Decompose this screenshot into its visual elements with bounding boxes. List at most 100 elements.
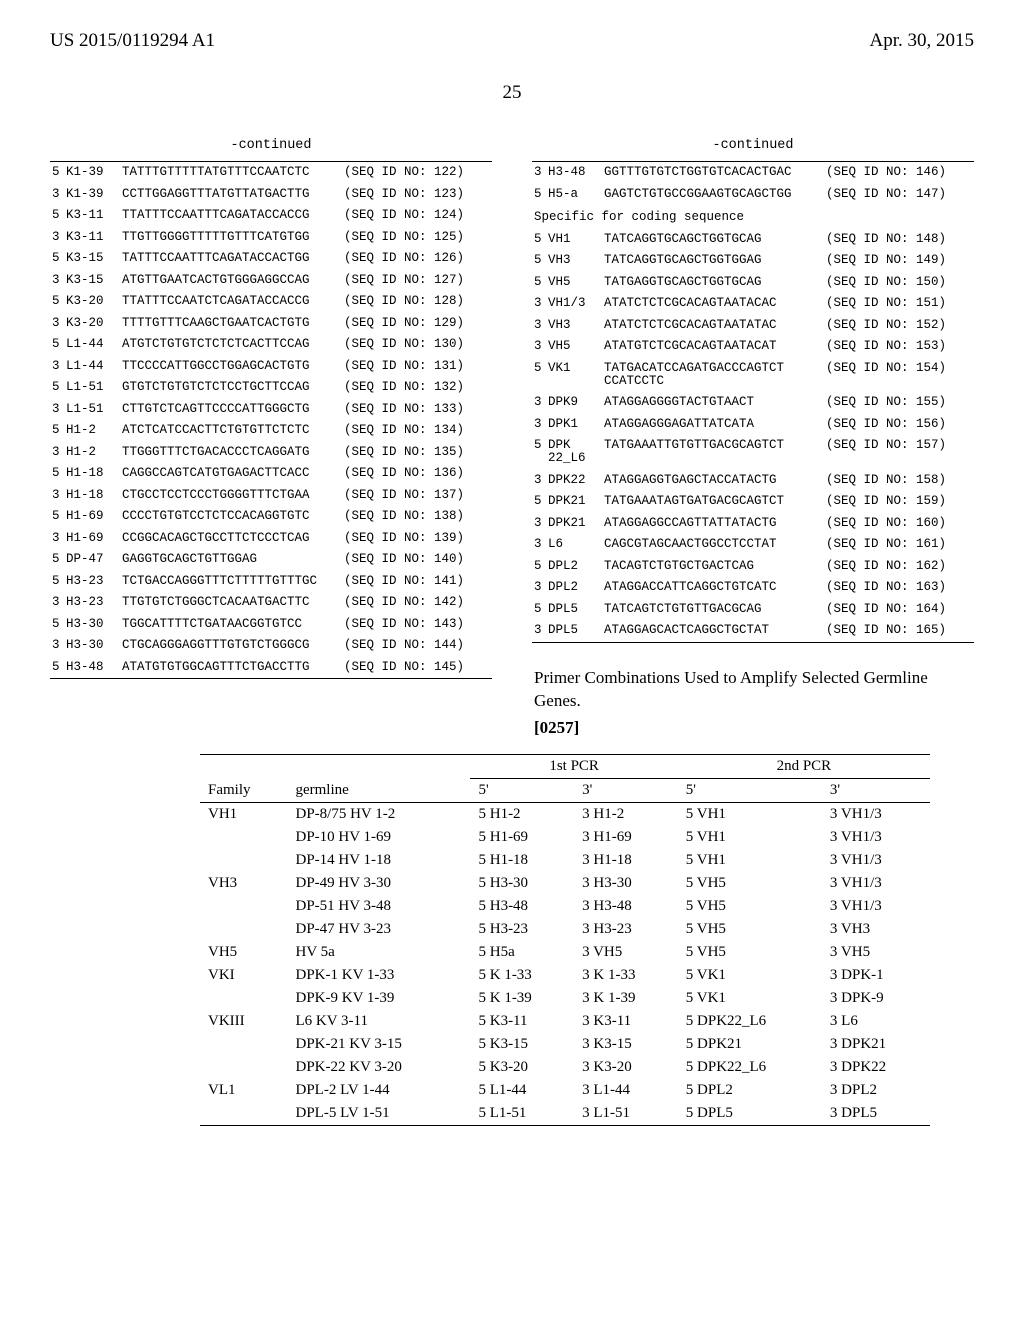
id-col: H1-2 [64, 442, 120, 464]
prime-col: 5 [50, 162, 64, 184]
table-row: 5DP-47GAGGTGCAGCTGTTGGAG(SEQ ID NO: 140) [50, 549, 492, 571]
prime-col: 3 [50, 313, 64, 335]
id-col: L1-51 [64, 399, 120, 421]
pcr-cell [200, 895, 287, 918]
id-col: L1-44 [64, 356, 120, 378]
pcr-cell: 3 VH3 [822, 918, 930, 941]
id-col: DPL5 [546, 620, 602, 642]
prime-col: 5 [532, 599, 546, 621]
pcr-cell: 5 DPK22_L6 [678, 1056, 822, 1079]
table-row: 5K1-39TATTTGTTTTTATGTTTCCAATCTC(SEQ ID N… [50, 162, 492, 184]
page-root: US 2015/0119294 A1 Apr. 30, 2015 25 -con… [0, 0, 1024, 1320]
sequence-col: TTATTTCCAATTTCAGATACCACCG [120, 205, 342, 227]
seqid-col: (SEQ ID NO: 144) [342, 635, 492, 657]
prime-col: 3 [50, 356, 64, 378]
id-col: H3-23 [64, 571, 120, 593]
sequence-col: TATGACATCCAGATGACCCAGTCT CCATCCTC [602, 357, 824, 392]
table-row: 3K3-15ATGTTGAATCACTGTGGGAGGCCAG(SEQ ID N… [50, 270, 492, 292]
id-col: VH3 [546, 314, 602, 336]
pcr-group-2nd: 2nd PCR [678, 755, 930, 779]
id-col: VK1 [546, 357, 602, 392]
right-continued-label: -continued [532, 138, 974, 153]
pcr-col-3a: 3' [574, 779, 678, 803]
table-row: 5VK1TATGACATCCAGATGACCCAGTCT CCATCCTC(SE… [532, 357, 974, 392]
sequence-col: ATATCTCTCGCACAGTAATACAC [602, 293, 824, 315]
seqid-col: (SEQ ID NO: 161) [824, 534, 974, 556]
pcr-table: 1st PCR 2nd PCR Family germline 5' 3' 5'… [200, 754, 930, 1126]
pcr-cell: 5 VH1 [678, 803, 822, 827]
id-col: K3-11 [64, 227, 120, 249]
table-row: 3H1-18CTGCCTCCTCCCTGGGGTTTCTGAA(SEQ ID N… [50, 485, 492, 507]
prime-col: 5 [50, 657, 64, 679]
pcr-cell: 5 DPK22_L6 [678, 1010, 822, 1033]
sequence-col: TATCAGGTGCAGCTGGTGGAG [602, 250, 824, 272]
prime-col: 3 [532, 392, 546, 414]
left-continued-label: -continued [50, 138, 492, 153]
seqid-col: (SEQ ID NO: 139) [342, 528, 492, 550]
id-col: K3-20 [64, 291, 120, 313]
table-row: 3L1-44TTCCCCATTGGCCTGGAGCACTGTG(SEQ ID N… [50, 356, 492, 378]
pcr-cell: DPK-22 KV 3-20 [287, 1056, 470, 1079]
id-col: DPK 22_L6 [546, 435, 602, 470]
pcr-cell: 3 DPK-1 [822, 964, 930, 987]
seqid-col: (SEQ ID NO: 124) [342, 205, 492, 227]
table-row: 3K3-11TTGTTGGGGTTTTTGTTTCATGTGG(SEQ ID N… [50, 227, 492, 249]
table-row: 3VH3ATATCTCTCGCACAGTAATATAC(SEQ ID NO: 1… [532, 314, 974, 336]
pcr-cell: 3 H3-23 [574, 918, 678, 941]
paragraph-number: [0257] [534, 718, 972, 738]
id-col: H5-a [546, 184, 602, 206]
pcr-cell: 5 VH5 [678, 895, 822, 918]
sequence-col: CAGGCCAGTCATGTGAGACTTCACC [120, 463, 342, 485]
prime-col: 3 [50, 270, 64, 292]
prime-col: 5 [532, 491, 546, 513]
table-row: 5H3-48ATATGTGTGGCAGTTTCTGACCTTG(SEQ ID N… [50, 657, 492, 679]
pcr-cell: 3 VH1/3 [822, 849, 930, 872]
pcr-cell: 5 VH5 [678, 918, 822, 941]
table-row: 3L1-51CTTGTCTCAGTTCCCCATTGGGCTG(SEQ ID N… [50, 399, 492, 421]
table-row: 3K3-20TTTTGTTTCAAGCTGAATCACTGTG(SEQ ID N… [50, 313, 492, 335]
sequence-col: ATAGGAGGTGAGCTACCATACTG [602, 470, 824, 492]
id-col: DPK22 [546, 470, 602, 492]
pcr-cell: 5 K3-15 [470, 1033, 574, 1056]
sequence-col: ATAGGAGCACTCAGGCTGCTAT [602, 620, 824, 642]
sequence-col: CCTTGGAGGTTTATGTTATGACTTG [120, 184, 342, 206]
table-row: 5VH3TATCAGGTGCAGCTGGTGGAG(SEQ ID NO: 149… [532, 250, 974, 272]
prime-col: 5 [50, 377, 64, 399]
table-row: 3H3-23TTGTGTCTGGGCTCACAATGACTTC(SEQ ID N… [50, 592, 492, 614]
pcr-cell: 5 K 1-39 [470, 987, 574, 1010]
sequence-col: ATATGTCTCGCACAGTAATACAT [602, 336, 824, 358]
table-row: 5VH5TATGAGGTGCAGCTGGTGCAG(SEQ ID NO: 150… [532, 271, 974, 293]
id-col: DP-47 [64, 549, 120, 571]
prime-col: 5 [50, 205, 64, 227]
sequence-col: TACAGTCTGTGCTGACTCAG [602, 556, 824, 578]
pcr-cell: 3 L1-51 [574, 1102, 678, 1126]
table-row: DPL-5 LV 1-515 L1-513 L1-515 DPL53 DPL5 [200, 1102, 930, 1126]
seqid-col: (SEQ ID NO: 156) [824, 413, 974, 435]
seqid-col: (SEQ ID NO: 164) [824, 599, 974, 621]
prime-col: 3 [532, 577, 546, 599]
pcr-cell: 3 DPL2 [822, 1079, 930, 1102]
pcr-cell: DPK-21 KV 3-15 [287, 1033, 470, 1056]
pcr-cell: 5 VH5 [678, 941, 822, 964]
pcr-cell: L6 KV 3-11 [287, 1010, 470, 1033]
prime-col: 5 [50, 248, 64, 270]
pcr-cell: 3 DPK22 [822, 1056, 930, 1079]
table-row: VH1DP-8/75 HV 1-25 H1-23 H1-25 VH13 VH1/… [200, 803, 930, 827]
prime-col: 3 [532, 470, 546, 492]
table-row: 3DPK21ATAGGAGGCCAGTTATTATACTG(SEQ ID NO:… [532, 513, 974, 535]
table-row: 5H1-18CAGGCCAGTCATGTGAGACTTCACC(SEQ ID N… [50, 463, 492, 485]
prime-col: 5 [50, 291, 64, 313]
pcr-cell: VKI [200, 964, 287, 987]
pcr-cell: 5 VK1 [678, 987, 822, 1010]
sequence-col: ATAGGAGGGGTACTGTAACT [602, 392, 824, 414]
table-row: DP-10 HV 1-695 H1-693 H1-695 VH13 VH1/3 [200, 826, 930, 849]
sequence-col: GTGTCTGTGTCTCTCCTGCTTCCAG [120, 377, 342, 399]
pcr-cell: DP-8/75 HV 1-2 [287, 803, 470, 827]
pcr-cell: 5 K3-20 [470, 1056, 574, 1079]
table-row: 5DPK21TATGAAATAGTGATGACGCAGTCT(SEQ ID NO… [532, 491, 974, 513]
prime-col: 5 [50, 463, 64, 485]
seqid-col: (SEQ ID NO: 140) [342, 549, 492, 571]
pcr-cell: 5 K3-11 [470, 1010, 574, 1033]
seqid-col: (SEQ ID NO: 133) [342, 399, 492, 421]
pcr-cell: 5 VK1 [678, 964, 822, 987]
